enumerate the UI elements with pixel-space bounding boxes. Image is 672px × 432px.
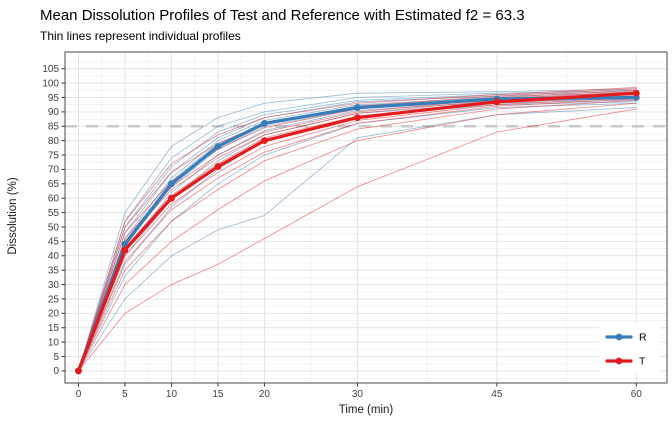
y-tick-label: 50 xyxy=(48,222,60,233)
x-tick-label: 10 xyxy=(166,389,178,400)
chart-title: Mean Dissolution Profiles of Test and Re… xyxy=(40,7,525,24)
y-tick-label: 15 xyxy=(48,323,60,334)
y-tick-label: 30 xyxy=(48,280,60,291)
individual-profile-line-T xyxy=(78,99,637,372)
x-tick-label: 45 xyxy=(491,389,503,400)
y-tick-label: 20 xyxy=(48,309,60,320)
y-tick-label: 100 xyxy=(42,78,59,89)
x-tick-label: 5 xyxy=(122,389,128,400)
individual-profile-line-T xyxy=(78,108,637,372)
y-tick-label: 25 xyxy=(48,294,60,305)
y-tick-label: 65 xyxy=(48,179,60,190)
mean-point-T xyxy=(632,89,640,97)
y-tick-label: 60 xyxy=(48,194,60,205)
individual-profile-line-T xyxy=(78,102,637,372)
mean-point-T xyxy=(168,194,175,202)
individual-profile-line-R xyxy=(78,102,637,372)
individual-profile-line-R xyxy=(78,89,637,372)
y-tick-label: 55 xyxy=(48,208,60,219)
mean-point-T xyxy=(493,98,501,106)
individual-profile-line-R xyxy=(78,94,637,372)
y-tick-label: 80 xyxy=(48,136,60,147)
legend-background xyxy=(599,323,660,373)
y-tick-label: 75 xyxy=(48,150,60,161)
mean-point-R xyxy=(354,104,361,111)
y-tick-label: 45 xyxy=(48,237,60,248)
y-tick-label: 85 xyxy=(48,122,60,133)
y-tick-label: 90 xyxy=(48,107,60,118)
x-tick-label: 15 xyxy=(212,389,224,400)
individual-profile-line-T xyxy=(78,97,637,372)
x-tick-label: 20 xyxy=(259,389,271,400)
x-tick-label: 0 xyxy=(76,389,82,400)
mean-point-T xyxy=(261,137,268,145)
mean-point-T xyxy=(75,367,82,375)
individual-profile-line-R xyxy=(78,107,637,372)
y-tick-label: 40 xyxy=(48,251,60,262)
mean-point-R xyxy=(168,180,175,188)
mean-point-T xyxy=(214,163,222,170)
mean-point-T xyxy=(354,114,361,122)
mean-point-T xyxy=(121,246,129,254)
mean-line-T xyxy=(76,91,638,373)
mean-line-R xyxy=(76,95,638,373)
y-tick-label: 105 xyxy=(42,64,59,75)
individual-profile-line-T xyxy=(78,98,637,372)
individual-profile-line-T xyxy=(78,86,637,372)
y-tick-label: 70 xyxy=(48,165,60,176)
y-tick-label: 10 xyxy=(48,337,60,348)
x-tick-label: 30 xyxy=(352,389,364,400)
y-tick-label: 0 xyxy=(53,366,59,377)
individual-profile-line-R xyxy=(78,92,637,372)
mean-point-R xyxy=(261,119,268,127)
individual-profile-line-R xyxy=(78,91,637,372)
y-axis-title: Dissolution (%) xyxy=(7,177,19,255)
mean-point-R xyxy=(214,143,222,150)
x-axis-title: Time (min) xyxy=(338,404,394,416)
individual-profile-line-R xyxy=(78,88,637,372)
chart-subtitle: Thin lines represent individual profiles xyxy=(40,29,241,43)
legend-label-R: R xyxy=(639,331,647,343)
legend-key-point-T xyxy=(615,357,623,365)
legend-label-T: T xyxy=(639,355,646,367)
y-tick-label: 5 xyxy=(53,352,59,363)
x-tick-label: 60 xyxy=(631,389,643,400)
panel-border xyxy=(64,51,668,384)
legend-key-point-R xyxy=(615,333,623,341)
y-tick-label: 95 xyxy=(48,93,60,104)
y-tick-label: 35 xyxy=(48,265,60,276)
